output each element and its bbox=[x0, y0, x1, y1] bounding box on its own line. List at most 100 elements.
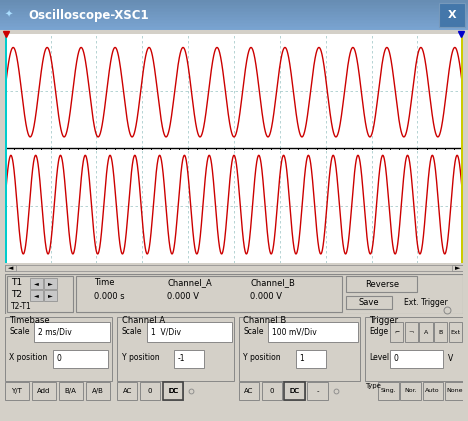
Bar bbox=[117, 317, 234, 381]
Bar bbox=[0, 2, 468, 3]
Bar bbox=[140, 382, 160, 400]
Bar bbox=[5, 382, 29, 400]
Text: 0.000 V: 0.000 V bbox=[168, 292, 199, 301]
Text: A: A bbox=[424, 330, 428, 335]
Text: DC: DC bbox=[290, 388, 300, 394]
Text: DC: DC bbox=[290, 388, 300, 394]
Bar bbox=[0, 11, 468, 12]
Bar bbox=[449, 322, 462, 343]
Bar bbox=[0, 12, 468, 13]
Text: ◄: ◄ bbox=[34, 281, 39, 286]
Text: Ext: Ext bbox=[450, 330, 461, 335]
Text: ◄: ◄ bbox=[8, 265, 13, 271]
Bar bbox=[461, 34, 463, 263]
Text: Scale: Scale bbox=[243, 328, 263, 336]
Bar bbox=[32, 382, 56, 400]
Bar bbox=[0, 3, 468, 5]
Bar bbox=[239, 382, 259, 400]
Bar bbox=[147, 322, 232, 343]
Text: T1: T1 bbox=[11, 278, 22, 287]
Text: Trigger: Trigger bbox=[369, 316, 398, 325]
Text: Channel_B: Channel_B bbox=[250, 278, 295, 287]
Bar bbox=[269, 322, 358, 343]
Text: DC: DC bbox=[168, 388, 178, 394]
Bar bbox=[419, 322, 432, 343]
Text: Auto: Auto bbox=[425, 388, 440, 393]
Bar bbox=[0, 8, 468, 9]
FancyBboxPatch shape bbox=[439, 3, 465, 27]
Bar bbox=[262, 382, 282, 400]
Bar bbox=[365, 317, 463, 381]
Text: 1: 1 bbox=[300, 354, 304, 363]
Text: Timebase: Timebase bbox=[9, 316, 50, 325]
Bar bbox=[175, 350, 204, 368]
Bar bbox=[434, 322, 447, 343]
Text: ¬: ¬ bbox=[409, 330, 414, 335]
Text: DC: DC bbox=[168, 388, 178, 394]
Text: 0: 0 bbox=[394, 354, 398, 363]
Bar bbox=[7, 276, 73, 312]
Text: Channel A: Channel A bbox=[122, 316, 165, 325]
Text: ◄: ◄ bbox=[34, 293, 39, 298]
Text: ►: ► bbox=[48, 281, 52, 286]
Bar bbox=[405, 322, 418, 343]
Text: 0: 0 bbox=[148, 388, 152, 394]
Bar bbox=[0, 27, 468, 29]
Text: X: X bbox=[447, 10, 456, 20]
Bar bbox=[346, 296, 392, 309]
Text: Edge: Edge bbox=[369, 328, 388, 336]
Text: B: B bbox=[439, 330, 443, 335]
Text: Add: Add bbox=[37, 388, 51, 394]
Bar bbox=[5, 317, 112, 381]
Bar bbox=[44, 278, 57, 289]
Text: ►: ► bbox=[455, 265, 460, 271]
Text: Reverse: Reverse bbox=[365, 280, 399, 288]
Bar bbox=[445, 382, 465, 400]
Text: 100 mV/Div: 100 mV/Div bbox=[272, 328, 317, 337]
Bar bbox=[163, 382, 183, 400]
Bar bbox=[86, 382, 110, 400]
Text: 2 ms/Div: 2 ms/Div bbox=[38, 328, 72, 337]
Bar bbox=[163, 382, 183, 400]
Bar bbox=[0, 17, 468, 18]
Bar bbox=[401, 382, 421, 400]
Bar bbox=[0, 13, 468, 15]
Text: Oscilloscope-XSC1: Oscilloscope-XSC1 bbox=[28, 9, 149, 21]
Bar bbox=[76, 276, 342, 312]
Bar bbox=[0, 21, 468, 23]
Text: Scale: Scale bbox=[122, 328, 142, 336]
Text: Channel_A: Channel_A bbox=[168, 278, 212, 287]
Bar bbox=[30, 290, 43, 301]
Bar bbox=[0, 20, 468, 21]
Bar bbox=[452, 265, 463, 271]
Bar bbox=[285, 382, 305, 400]
Bar bbox=[285, 382, 305, 400]
Text: Scale: Scale bbox=[9, 328, 30, 336]
Bar bbox=[296, 350, 326, 368]
Text: 0: 0 bbox=[57, 354, 61, 363]
Text: Level: Level bbox=[369, 353, 389, 362]
Text: B/A: B/A bbox=[65, 388, 77, 394]
Text: Ext. Trigger: Ext. Trigger bbox=[404, 298, 447, 307]
Bar bbox=[35, 322, 110, 343]
Bar bbox=[307, 382, 328, 400]
Bar bbox=[0, 18, 468, 20]
Text: Y/T: Y/T bbox=[11, 388, 22, 394]
Text: T2: T2 bbox=[11, 290, 22, 299]
Text: X position: X position bbox=[9, 353, 48, 362]
Bar bbox=[44, 290, 57, 301]
Text: 0: 0 bbox=[270, 388, 274, 394]
Bar bbox=[30, 278, 43, 289]
Bar bbox=[163, 382, 183, 400]
Text: Nor.: Nor. bbox=[404, 388, 417, 393]
Bar bbox=[390, 322, 403, 343]
Text: A/B: A/B bbox=[92, 388, 104, 394]
Text: Channel B: Channel B bbox=[243, 316, 286, 325]
Text: -1: -1 bbox=[178, 354, 185, 363]
Text: ⌐: ⌐ bbox=[394, 330, 399, 335]
Bar bbox=[423, 382, 443, 400]
Bar bbox=[0, 15, 468, 17]
Text: 0.000 s: 0.000 s bbox=[94, 292, 125, 301]
Text: V: V bbox=[448, 354, 453, 363]
Text: Y position: Y position bbox=[122, 353, 159, 362]
